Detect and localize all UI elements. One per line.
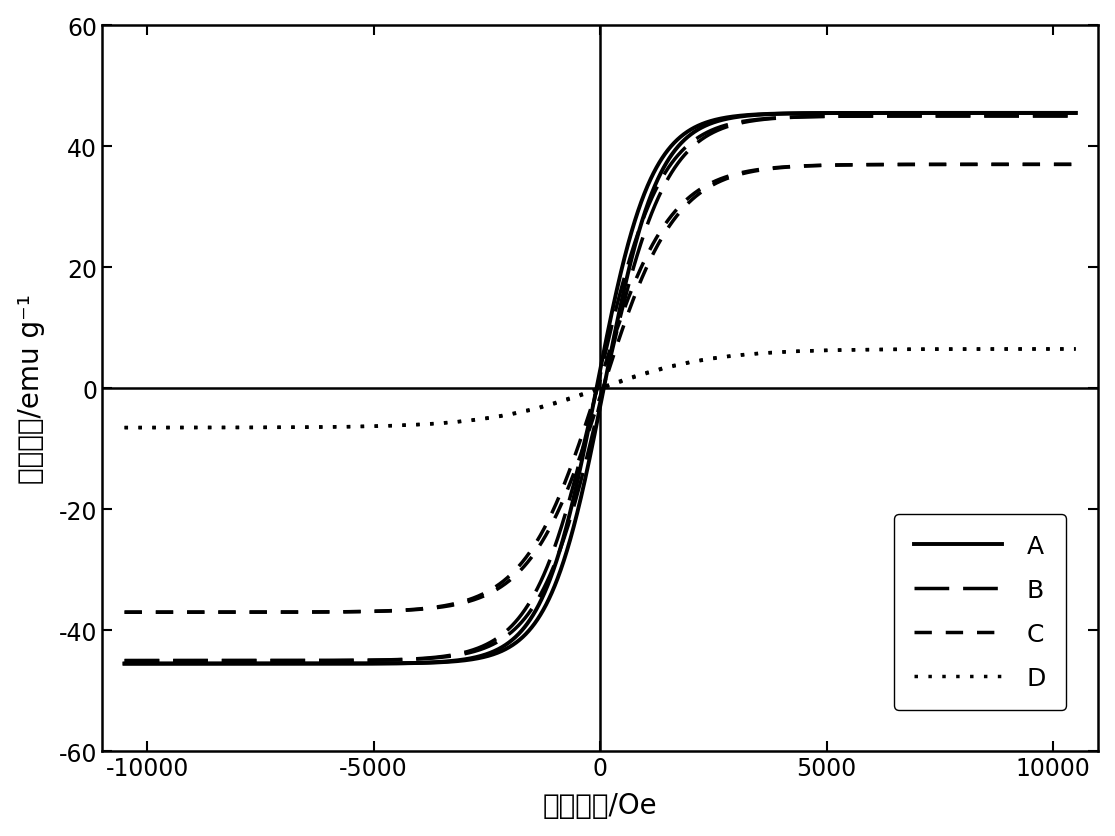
X-axis label: 磁场强度/Oe: 磁场强度/Oe [543, 792, 658, 819]
Legend: A, B, C, D: A, B, C, D [894, 514, 1066, 710]
Y-axis label: 磁化强度/emu g⁻¹: 磁化强度/emu g⁻¹ [17, 294, 45, 483]
